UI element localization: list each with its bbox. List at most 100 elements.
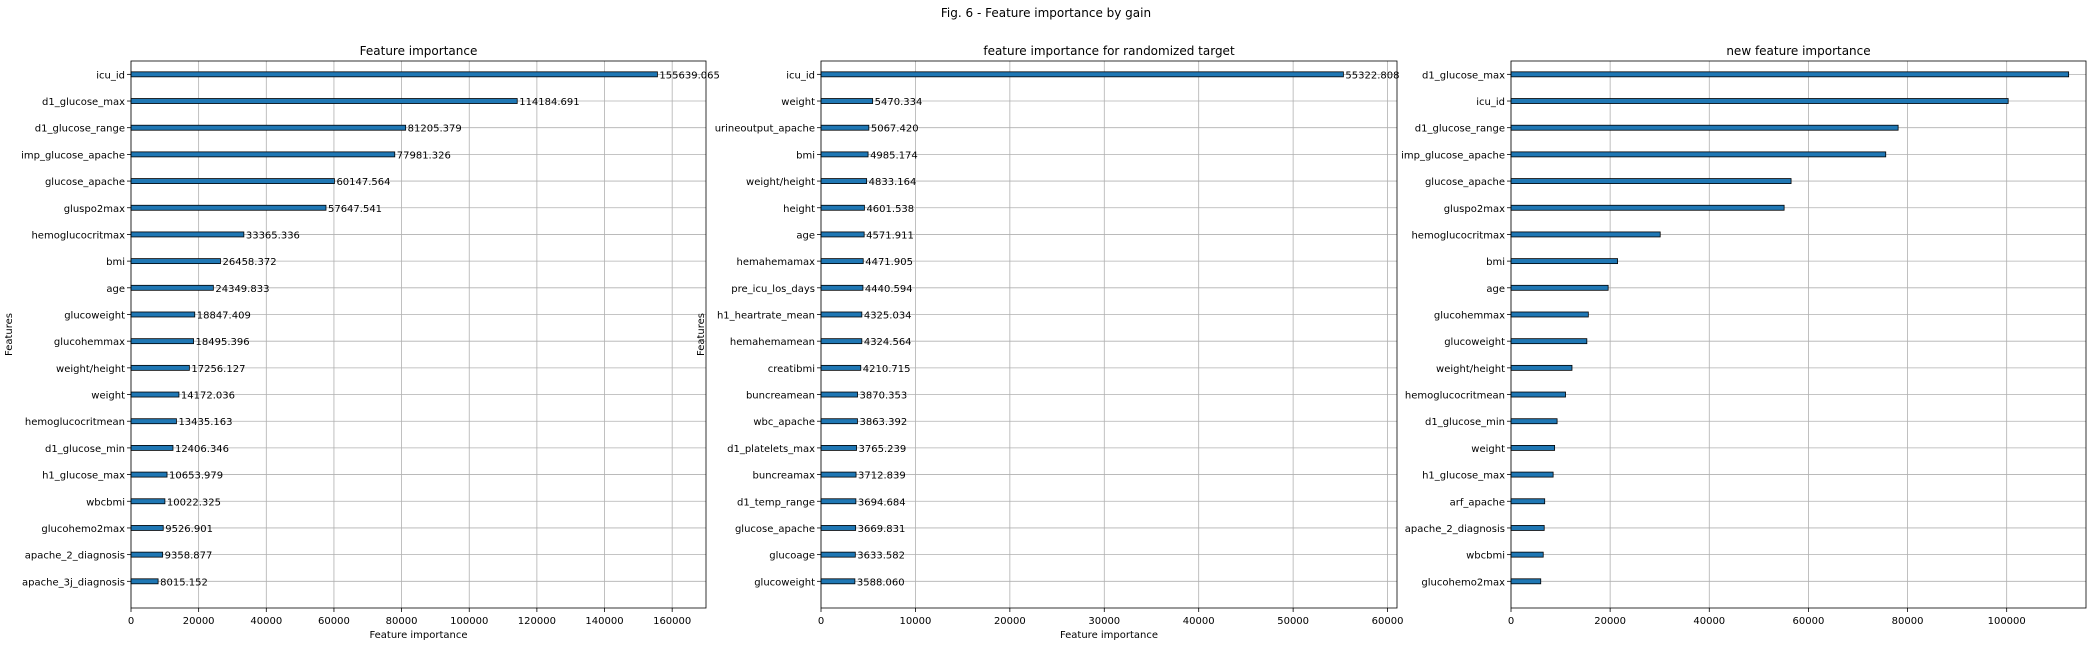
y-tick-label: weight/height <box>746 177 815 188</box>
y-tick-label: bmi <box>796 150 815 161</box>
bar <box>1510 338 1588 345</box>
bar <box>820 258 864 265</box>
bar <box>1510 445 1556 451</box>
bar <box>820 178 868 184</box>
x-tick-label: 80000 <box>1892 616 1924 627</box>
y-tick-label: apache_3j_diagnosis <box>22 577 125 588</box>
y-tick-label: icu_id <box>96 70 125 81</box>
y-tick-label: d1_glucose_range <box>35 124 125 135</box>
bar <box>820 151 869 158</box>
data-label: 4985.174 <box>870 150 918 161</box>
x-tick-label: 10000 <box>900 616 932 627</box>
data-label: 4571.911 <box>866 230 914 241</box>
bar <box>130 258 221 265</box>
y-axis-label: Features <box>696 313 707 356</box>
y-tick-label: arf_apache <box>1450 497 1505 508</box>
y-tick-label: age <box>106 284 125 295</box>
y-tick-label: weight <box>1471 444 1505 455</box>
y-tick-label: creatibmi <box>768 364 815 375</box>
y-tick-label: d1_glucose_range <box>1415 124 1505 135</box>
data-label: 10653.979 <box>169 471 223 482</box>
bar <box>130 471 168 478</box>
y-tick-label: weight/height <box>1436 364 1505 375</box>
y-tick-label: wbcbmi <box>1466 551 1505 562</box>
data-label: 4601.538 <box>866 204 914 215</box>
y-tick-label: buncreamax <box>753 471 816 482</box>
subplot-3: d1_glucose_max icu_id d1_glucose_range imp_… <box>1401 44 2087 627</box>
bar <box>1510 364 1573 371</box>
bar <box>820 231 865 238</box>
data-label: 10022.325 <box>167 497 221 508</box>
bar <box>820 391 858 398</box>
bar <box>130 391 180 398</box>
y-tick-label: d1_glucose_max <box>42 97 125 108</box>
bar <box>130 338 194 345</box>
y-tick-label: bmi <box>1486 257 1505 268</box>
x-tick-label: 120000 <box>518 616 556 627</box>
bar <box>130 204 327 211</box>
y-tick-label: pre_icu_los_days <box>731 284 815 295</box>
bar <box>130 364 190 371</box>
bar <box>130 418 177 425</box>
y-tick-label: buncreamean <box>746 391 815 402</box>
bar <box>820 471 857 478</box>
x-axis-label: Feature importance <box>1060 630 1158 641</box>
x-tick-label: 60000 <box>1793 616 1825 627</box>
bar <box>130 311 196 318</box>
x-tick-label: 20000 <box>1594 616 1626 627</box>
data-label: 4325.034 <box>864 310 912 321</box>
y-tick-label: glucohemo2max <box>1421 577 1505 588</box>
data-label: 4210.715 <box>863 364 911 375</box>
y-tick-label: glucohemmax <box>54 337 125 348</box>
subplot-1: 155639.065 icu_id 114184.691 d1_glucose_max… <box>4 44 720 641</box>
x-tick-label: 60000 <box>318 616 350 627</box>
y-tick-label: hemoglucocritmax <box>31 230 125 241</box>
data-label: 26458.372 <box>222 257 276 268</box>
y-tick-label: wbc_apache <box>753 417 815 428</box>
bar <box>1510 98 2009 104</box>
x-tick-label: 0 <box>1508 616 1514 627</box>
x-tick-label: 160000 <box>653 616 691 627</box>
data-label: 8015.152 <box>160 577 208 588</box>
data-label: 155639.065 <box>659 70 719 81</box>
y-tick-label: glucoweight <box>754 577 815 588</box>
subplot-2: 55322.808 icu_id 5470.334 weight 5067.420 uri… <box>696 44 1403 641</box>
bar <box>820 124 870 131</box>
bar <box>1510 471 1554 478</box>
chart-title: feature importance for randomized target <box>983 44 1235 58</box>
bar <box>1510 551 1544 558</box>
x-tick-label: 100000 <box>1988 616 2026 627</box>
y-tick-label: gluspo2max <box>1444 204 1505 215</box>
bar <box>820 418 858 425</box>
bar <box>130 498 166 505</box>
x-tick-label: 80000 <box>386 616 418 627</box>
y-tick-label: glucoweight <box>64 310 125 321</box>
y-tick-label: d1_platelets_max <box>727 444 815 455</box>
data-label: 60147.564 <box>336 177 390 188</box>
bar <box>1510 311 1589 318</box>
bar <box>1510 391 1566 398</box>
y-tick-label: urineoutput_apache <box>715 124 815 135</box>
bar <box>1510 525 1545 531</box>
data-label: 24349.833 <box>215 284 269 295</box>
y-tick-label: d1_glucose_min <box>45 444 125 455</box>
y-tick-label: h1_glucose_max <box>1422 471 1505 482</box>
bar <box>820 98 874 104</box>
x-tick-label: 60000 <box>1372 616 1404 627</box>
y-tick-label: glucoage <box>769 551 815 562</box>
data-label: 9358.877 <box>165 551 213 562</box>
bar <box>1510 498 1546 505</box>
bar <box>130 98 518 104</box>
y-tick-label: bmi <box>106 257 125 268</box>
data-label: 4833.164 <box>869 177 917 188</box>
y-tick-label: height <box>783 204 815 215</box>
x-axis-label: Feature importance <box>369 630 467 641</box>
bar <box>1510 71 2070 78</box>
bar <box>130 71 658 78</box>
bar <box>1510 231 1661 238</box>
bar <box>820 445 857 451</box>
axes-frame <box>1510 60 2087 609</box>
bar <box>820 71 1344 78</box>
y-tick-label: hemoglucocritmean <box>1405 391 1505 402</box>
